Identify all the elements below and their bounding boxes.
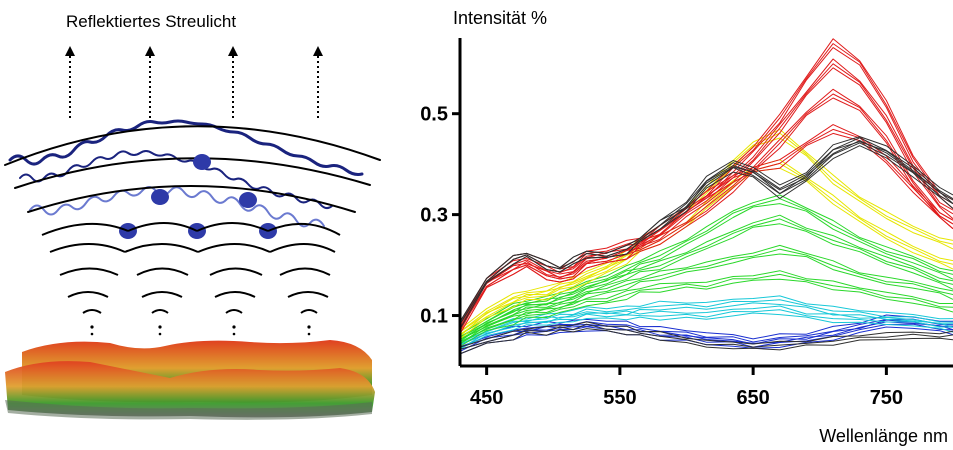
series-line-red xyxy=(459,67,953,332)
series-line-cyan xyxy=(459,309,953,345)
arrow-head xyxy=(145,46,155,56)
series-line-green xyxy=(459,253,953,345)
arrow-head xyxy=(228,46,238,56)
series-line-black xyxy=(459,145,953,329)
series-line-black xyxy=(459,137,953,325)
series-line-black xyxy=(459,328,953,355)
y-ticks: 0.5 0.3 0.1 xyxy=(420,104,460,328)
arrow-head xyxy=(313,46,323,56)
emission-dots xyxy=(90,325,311,336)
y-tick-label: 0.3 xyxy=(420,205,448,227)
illustration-title: Reflektiertes Streulicht xyxy=(66,12,237,31)
series-line-green xyxy=(459,278,953,347)
scattering-particles xyxy=(119,154,277,239)
x-tick-label: 550 xyxy=(603,387,636,409)
series-line-green xyxy=(459,223,953,345)
series-line-green xyxy=(459,273,953,343)
arc-envelope xyxy=(14,157,371,189)
series-line-cyan xyxy=(459,312,953,350)
series-line-black xyxy=(459,321,953,348)
terrain-shadow xyxy=(5,400,372,420)
y-axis-title: Intensität % xyxy=(453,8,547,28)
y-tick-label: 0.5 xyxy=(420,104,448,126)
series-line-green xyxy=(459,194,953,335)
series-line-red xyxy=(459,128,953,330)
x-tick-label: 750 xyxy=(870,387,903,409)
series-line-cyan xyxy=(459,299,953,345)
series-line-cyan xyxy=(459,295,953,343)
wavefront-arcs xyxy=(41,222,341,314)
series-line-black xyxy=(459,323,953,350)
reflected-light-arrows xyxy=(69,56,319,118)
terrain-front xyxy=(5,361,375,418)
series-line-green xyxy=(459,218,953,340)
arrow-head xyxy=(65,46,75,56)
series-line-red xyxy=(459,97,953,334)
series-line-red xyxy=(459,63,953,327)
series-line-green xyxy=(459,270,953,340)
surface-terrain xyxy=(5,340,375,420)
series-line-black xyxy=(459,140,953,329)
particle xyxy=(151,189,169,205)
wave-light xyxy=(29,186,325,228)
x-tick-label: 450 xyxy=(470,387,503,409)
arc-envelope xyxy=(4,125,381,166)
arc-envelope xyxy=(27,185,356,213)
series-line-black xyxy=(459,136,953,323)
y-tick-label: 0.1 xyxy=(420,306,448,328)
series-line-green xyxy=(459,203,953,342)
series-line-green xyxy=(459,248,953,340)
scattered-light-illustration xyxy=(4,46,381,420)
scattered-waves xyxy=(4,119,381,228)
series-line-cyan xyxy=(459,302,953,350)
series-line-green xyxy=(459,198,953,338)
x-tick-label: 650 xyxy=(736,387,769,409)
wave-dark xyxy=(8,119,364,176)
series-line-red xyxy=(459,132,953,334)
particle xyxy=(193,154,211,170)
particle xyxy=(239,192,257,208)
series-line-red xyxy=(459,58,953,325)
x-axis-title: Wellenlänge nm xyxy=(819,426,948,446)
x-ticks: 450 550 650 750 xyxy=(470,366,903,409)
series-layer xyxy=(459,38,953,355)
